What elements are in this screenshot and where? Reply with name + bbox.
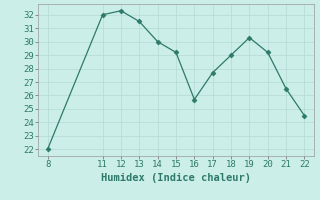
X-axis label: Humidex (Indice chaleur): Humidex (Indice chaleur) bbox=[101, 173, 251, 183]
